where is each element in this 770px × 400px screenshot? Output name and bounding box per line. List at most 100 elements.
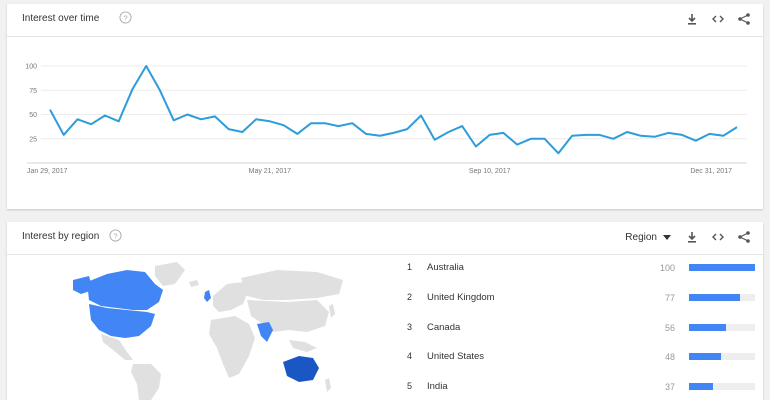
data-point[interactable] [570,134,574,138]
embed-icon[interactable] [711,12,725,26]
map-south-america [131,364,161,400]
region-row[interactable]: 2 United Kingdom 77 [399,286,759,306]
data-point[interactable] [501,131,505,135]
data-point[interactable] [666,131,670,135]
data-point[interactable] [254,117,258,121]
data-point[interactable] [405,127,409,131]
interest-by-region-title: Interest by region [22,231,100,242]
embed-icon[interactable] [711,230,725,244]
resolution-dropdown[interactable]: Region [625,232,671,243]
data-point[interactable] [103,113,107,117]
region-name[interactable]: United States [427,351,485,362]
share-icon[interactable] [737,230,751,244]
map-southeast-asia [289,340,317,352]
region-name[interactable]: Canada [427,322,461,333]
data-point[interactable] [337,124,341,128]
region-bar [689,383,755,390]
data-point[interactable] [323,121,327,125]
data-point[interactable] [213,114,217,118]
share-icon[interactable] [737,12,751,26]
data-point[interactable] [515,143,519,147]
data-point[interactable] [172,118,176,122]
data-point[interactable] [378,134,382,138]
data-point[interactable] [474,145,478,149]
map-russia [241,270,343,300]
region-value: 48 [664,352,675,362]
x-tick-label: Sep 10, 2017 [469,168,511,175]
data-point[interactable] [543,137,547,141]
world-map[interactable] [67,260,347,400]
data-point[interactable] [446,130,450,134]
data-point[interactable] [598,133,602,137]
data-point[interactable] [144,64,148,68]
region-value: 56 [664,323,675,333]
data-point[interactable] [309,121,313,125]
data-point[interactable] [62,133,66,137]
resolution-label: Region [625,231,657,243]
data-point[interactable] [199,117,203,121]
help-icon[interactable]: ? [109,229,122,242]
data-point[interactable] [488,133,492,137]
download-icon[interactable] [685,230,699,244]
data-point[interactable] [240,130,244,134]
series-line[interactable] [49,65,738,155]
data-point[interactable] [75,117,79,121]
download-icon[interactable] [685,12,699,26]
data-point[interactable] [721,134,725,138]
map-iceland [189,280,199,287]
data-point[interactable] [611,137,615,141]
map-alaska [73,276,93,294]
data-point[interactable] [227,127,231,131]
interest-by-region-actions: Region [625,230,751,244]
data-point[interactable] [89,122,93,126]
data-point[interactable] [48,108,52,112]
y-tick-label: 25 [29,136,37,143]
chevron-down-icon [663,234,671,240]
region-rank: 5 [407,381,413,391]
region-bar-fill [689,264,755,271]
data-point[interactable] [392,131,396,135]
map-india [257,322,273,342]
data-point[interactable] [130,87,134,91]
y-tick-label: 100 [25,64,37,71]
data-point[interactable] [158,88,162,92]
region-bar-fill [689,353,721,360]
data-point[interactable] [639,134,643,138]
region-row[interactable]: 5 India 37 [399,375,759,395]
region-name[interactable]: India [427,381,448,392]
region-row[interactable]: 1 Australia 100 [399,256,759,276]
region-bar-fill [689,324,726,331]
data-point[interactable] [419,113,423,117]
data-point[interactable] [529,137,533,141]
data-point[interactable] [117,119,121,123]
region-row[interactable]: 3 Canada 56 [399,316,759,336]
region-rank: 4 [407,351,413,361]
data-point[interactable] [185,113,189,117]
data-point[interactable] [694,139,698,143]
data-point[interactable] [625,130,629,134]
data-point[interactable] [295,132,299,136]
map-united-states [89,304,155,338]
data-point[interactable] [433,138,437,142]
map-greenland [155,262,185,286]
region-row[interactable]: 4 United States 48 [399,345,759,365]
data-point[interactable] [364,132,368,136]
map-new-zealand [325,378,331,392]
data-point[interactable] [350,121,354,125]
region-name[interactable]: United Kingdom [427,292,495,303]
data-point[interactable] [653,135,657,139]
data-point[interactable] [735,125,739,129]
data-point[interactable] [282,123,286,127]
region-value: 100 [659,263,675,273]
region-name[interactable]: Australia [427,262,464,273]
data-point[interactable] [708,132,712,136]
interest-over-time-actions [685,12,751,26]
data-point[interactable] [556,151,560,155]
data-point[interactable] [268,119,272,123]
interest-over-time-card: Interest over time ? 25 50 75 100 Jan 29, 20… [7,4,763,209]
data-point[interactable] [680,133,684,137]
data-point[interactable] [584,133,588,137]
data-point[interactable] [460,124,464,128]
help-icon[interactable]: ? [119,11,132,24]
map-mexico [101,334,133,360]
